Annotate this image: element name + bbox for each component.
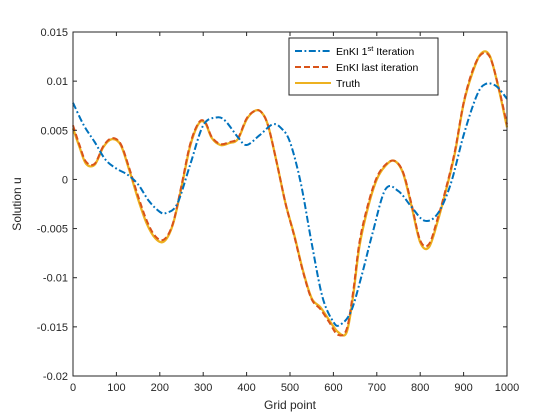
y-tick-label: 0: [62, 174, 68, 186]
y-tick-label: -0.02: [43, 371, 68, 383]
legend-entry-1: EnKI last iteration: [336, 62, 418, 74]
x-tick-label: 300: [194, 382, 212, 394]
y-tick-label: 0.005: [40, 125, 68, 137]
legend: EnKI 1st Iteration EnKI last iteration Tru…: [289, 38, 438, 95]
y-tick-label: -0.015: [37, 322, 68, 334]
x-axis-label: Grid point: [264, 398, 317, 412]
x-tick-label: 500: [281, 382, 299, 394]
x-tick-label: 200: [151, 382, 169, 394]
x-tick-label: 700: [368, 382, 386, 394]
legend-entry-2: Truth: [336, 78, 360, 90]
y-axis-label: Solution u: [10, 177, 24, 230]
y-tick-label: 0.01: [47, 76, 68, 88]
x-tick-label: 900: [454, 382, 472, 394]
x-tick-label: 1000: [495, 382, 519, 394]
x-tick-label: 100: [107, 382, 125, 394]
legend-entry-0: EnKI 1st Iteration: [336, 44, 414, 58]
x-tick-label: 800: [411, 382, 429, 394]
x-tick-label: 600: [324, 382, 342, 394]
x-tick-label: 0: [70, 382, 76, 394]
y-tick-label: 0.015: [40, 27, 68, 39]
x-tick-label: 400: [237, 382, 255, 394]
y-tick-label: -0.01: [43, 273, 68, 285]
y-tick-label: -0.005: [37, 224, 68, 236]
